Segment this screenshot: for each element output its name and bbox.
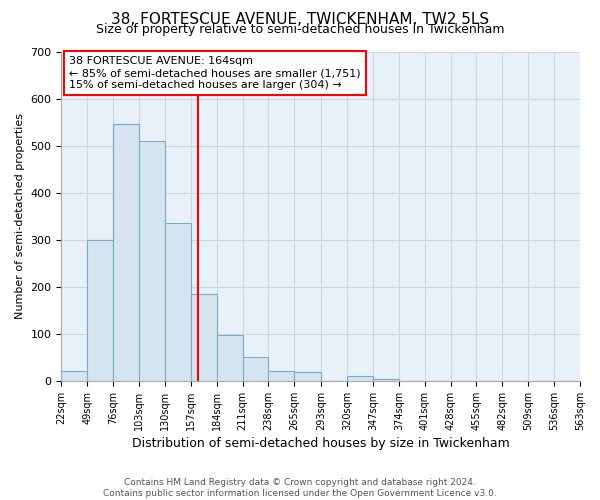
Text: 38, FORTESCUE AVENUE, TWICKENHAM, TW2 5LS: 38, FORTESCUE AVENUE, TWICKENHAM, TW2 5L… [111,12,489,28]
Bar [139,141,165,381]
Bar [61,370,87,381]
Text: Contains HM Land Registry data © Crown copyright and database right 2024.
Contai: Contains HM Land Registry data © Crown c… [103,478,497,498]
Bar [268,370,295,381]
Bar [373,378,399,381]
Text: Size of property relative to semi-detached houses in Twickenham: Size of property relative to semi-detach… [96,22,504,36]
Bar [191,294,217,381]
Bar [295,372,321,381]
Bar [242,358,268,381]
Bar [165,224,191,381]
Y-axis label: Number of semi-detached properties: Number of semi-detached properties [15,113,25,319]
X-axis label: Distribution of semi-detached houses by size in Twickenham: Distribution of semi-detached houses by … [132,437,509,450]
Text: 38 FORTESCUE AVENUE: 164sqm
← 85% of semi-detached houses are smaller (1,751)
15: 38 FORTESCUE AVENUE: 164sqm ← 85% of sem… [69,56,361,90]
Bar [217,335,242,381]
Bar [113,124,139,381]
Bar [87,240,113,381]
Bar [347,376,373,381]
